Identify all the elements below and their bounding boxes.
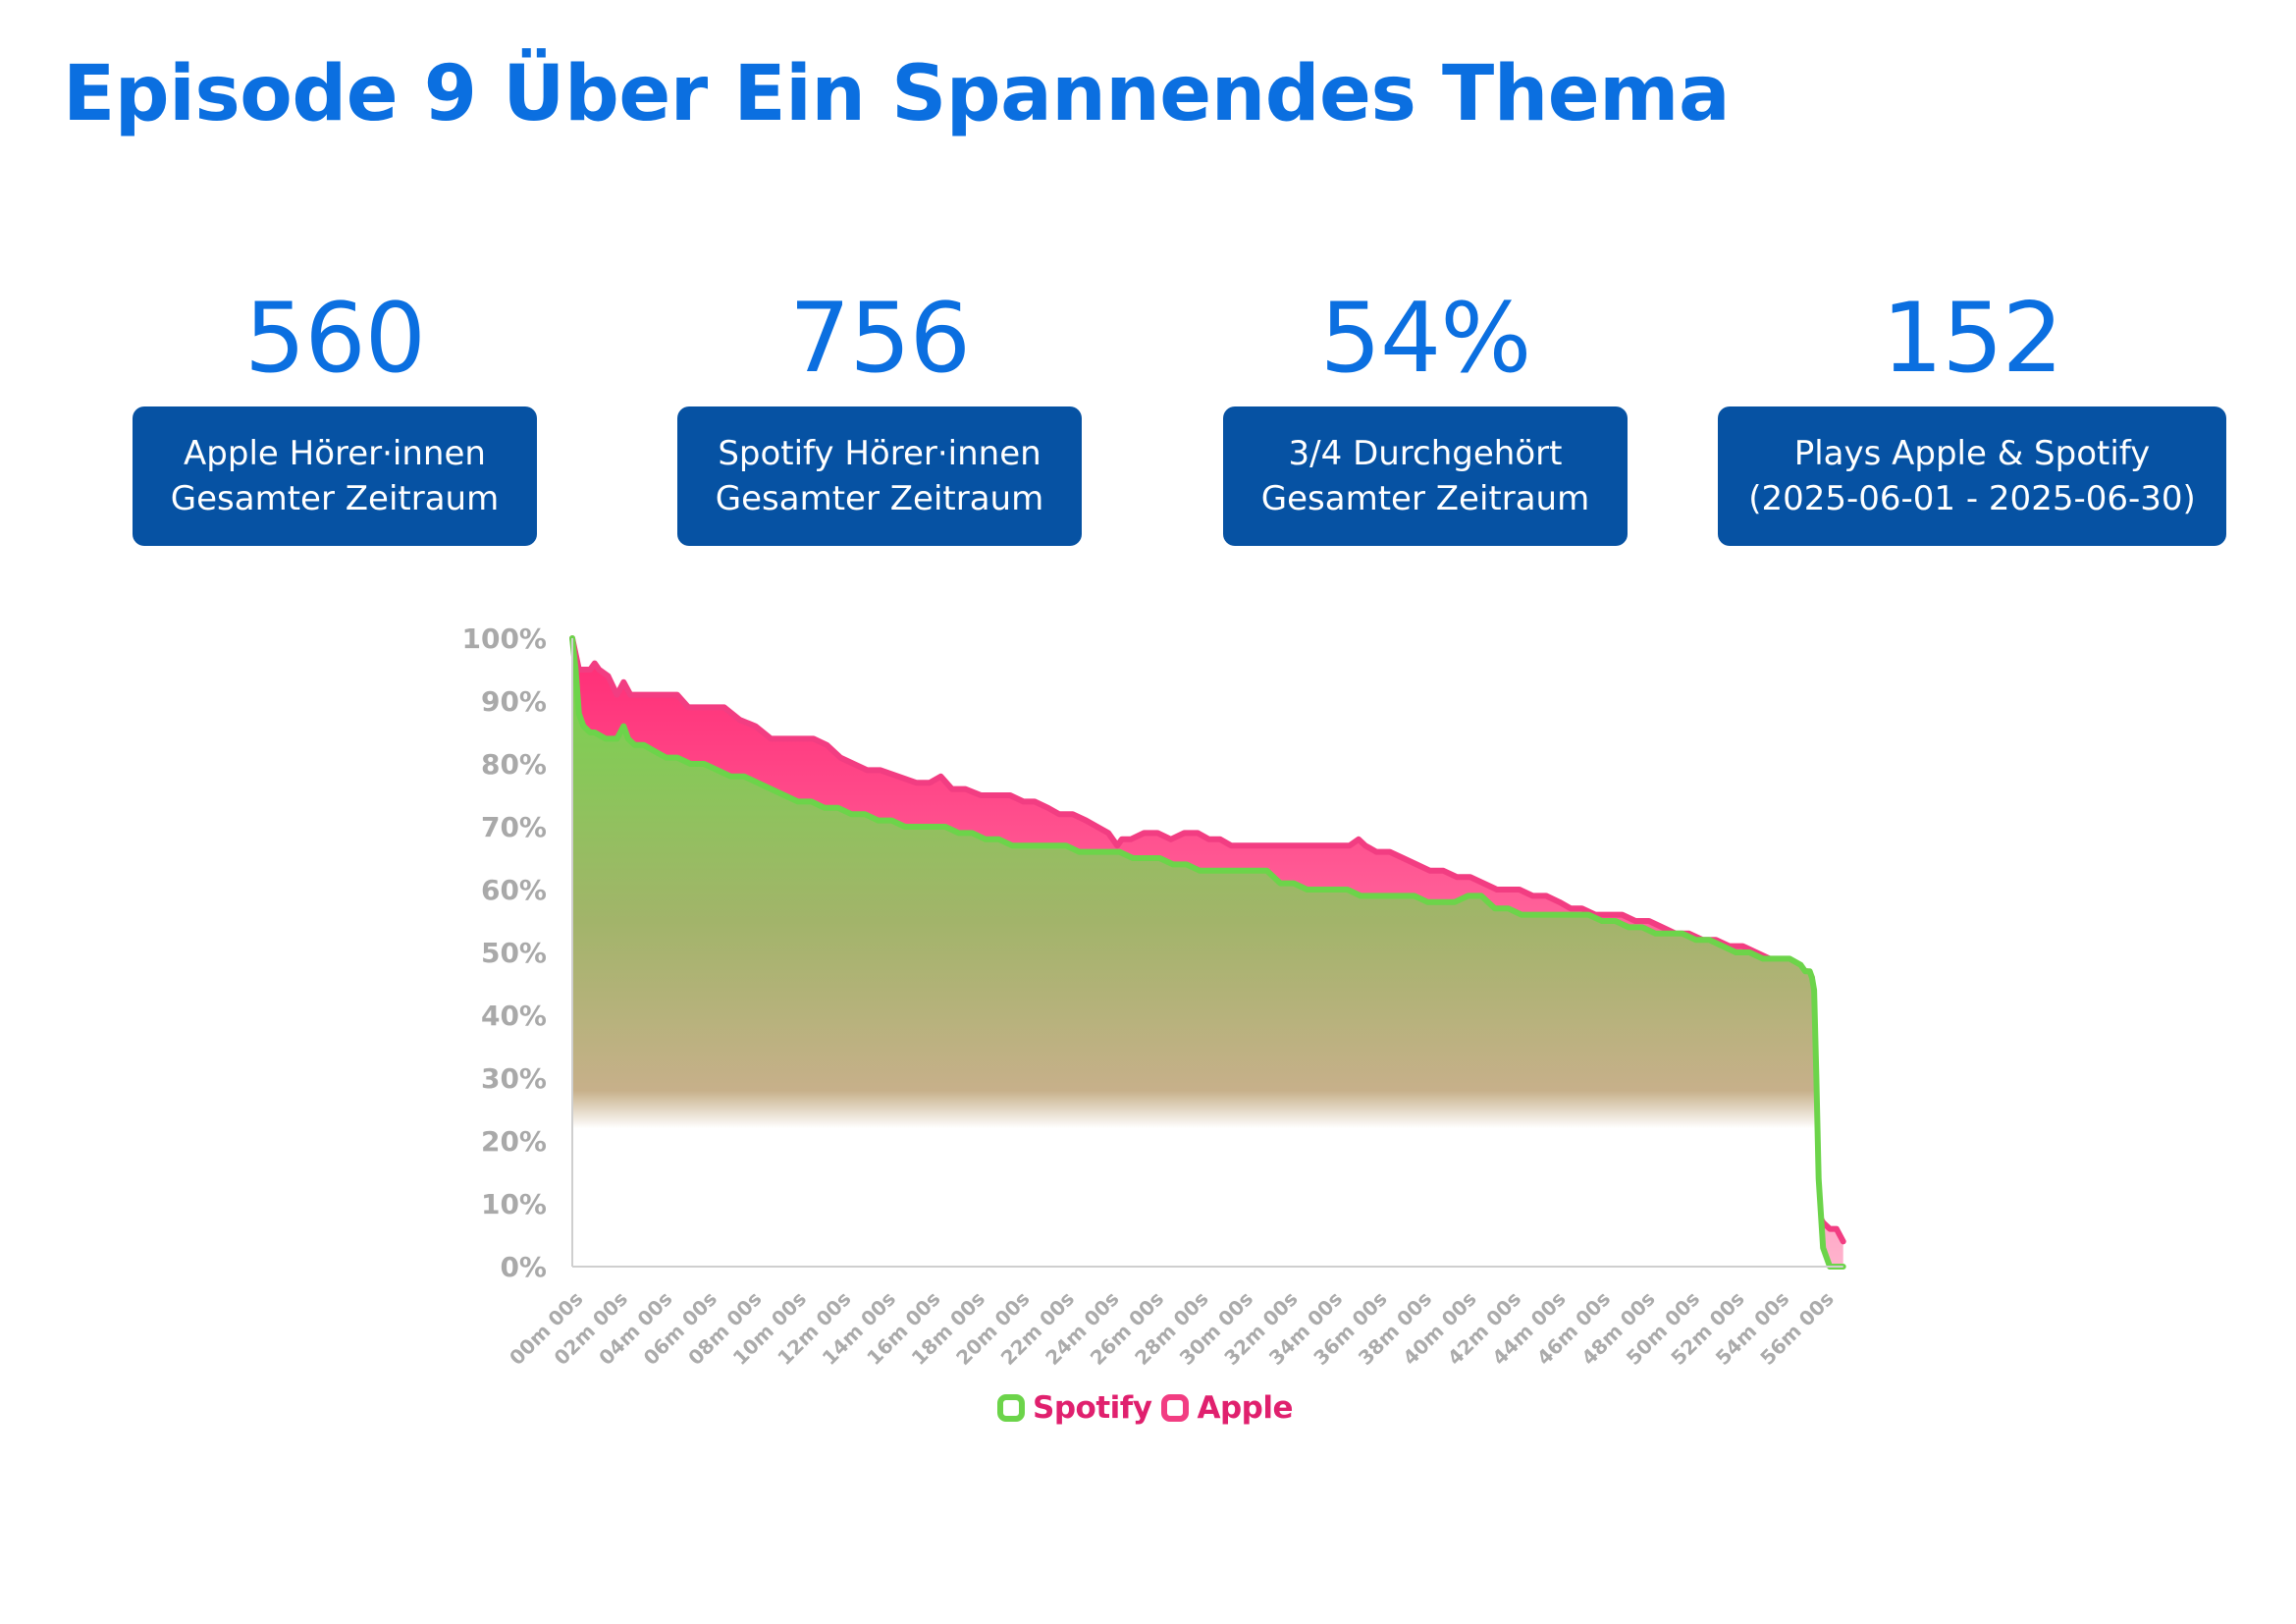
kpi-value: 54% bbox=[1319, 283, 1532, 395]
kpi-label-box: 3/4 Durchgehört Gesamter Zeitraum bbox=[1223, 406, 1628, 546]
legend-label-spotify: Spotify bbox=[1033, 1390, 1152, 1426]
kpi-apple-listeners: 560 Apple Hörer·innen Gesamter Zeitraum bbox=[133, 291, 537, 546]
y-tick-label: 70% bbox=[481, 811, 547, 843]
y-tick-label: 10% bbox=[481, 1188, 547, 1220]
kpi-spotify-listeners: 756 Spotify Hörer·innen Gesamter Zeitrau… bbox=[677, 291, 1082, 546]
series-line-apple bbox=[569, 635, 1846, 1245]
kpi-label-line: Gesamter Zeitraum bbox=[170, 479, 500, 518]
kpi-label-box: Apple Hörer·innen Gesamter Zeitraum bbox=[133, 406, 537, 546]
y-tick-label: 90% bbox=[481, 685, 547, 718]
kpi-value: 560 bbox=[243, 283, 426, 395]
y-tick-label: 50% bbox=[481, 937, 547, 969]
y-tick-label: 40% bbox=[481, 1000, 547, 1032]
y-tick-label: 60% bbox=[481, 874, 547, 906]
series-area-spotify bbox=[572, 638, 1843, 1267]
kpi-label-line: (2025-06-01 - 2025-06-30) bbox=[1748, 479, 2196, 518]
series-line-spotify bbox=[569, 635, 1846, 1270]
kpi-label-line: Gesamter Zeitraum bbox=[715, 479, 1044, 518]
kpi-label-line: Spotify Hörer·innen bbox=[718, 434, 1041, 473]
spotify-swatch-icon bbox=[997, 1394, 1025, 1422]
legend-item-spotify[interactable]: Spotify bbox=[997, 1390, 1152, 1426]
kpi-value: 756 bbox=[788, 283, 971, 395]
chart-legend: Spotify Apple bbox=[997, 1390, 1303, 1426]
page-title: Episode 9 Über Ein Spannendes Thema bbox=[63, 50, 1731, 138]
series-layer bbox=[569, 635, 1846, 1270]
kpi-label-box: Plays Apple & Spotify (2025-06-01 - 2025… bbox=[1718, 406, 2226, 546]
legend-item-apple[interactable]: Apple bbox=[1161, 1390, 1293, 1426]
y-tick-label: 80% bbox=[481, 748, 547, 781]
apple-swatch-icon bbox=[1161, 1394, 1190, 1422]
kpi-label-line: Plays Apple & Spotify bbox=[1793, 434, 2151, 473]
y-tick-label: 30% bbox=[481, 1062, 547, 1095]
kpi-completion-rate: 54% 3/4 Durchgehört Gesamter Zeitraum bbox=[1223, 291, 1628, 546]
kpi-label-line: Apple Hörer·innen bbox=[184, 434, 486, 473]
legend-label-apple: Apple bbox=[1197, 1390, 1293, 1426]
y-tick-label: 100% bbox=[461, 623, 547, 655]
y-tick-label: 0% bbox=[500, 1251, 547, 1283]
kpi-label-line: Gesamter Zeitraum bbox=[1260, 479, 1590, 518]
y-axis-labels: 0% 10% 20% 30% 40% 50% 60% 70% 80% 90% 100% bbox=[461, 623, 547, 1283]
kpi-total-plays: 152 Plays Apple & Spotify (2025-06-01 - … bbox=[1718, 291, 2226, 546]
kpi-value: 152 bbox=[1881, 283, 2063, 395]
kpi-label-line: 3/4 Durchgehört bbox=[1288, 434, 1563, 473]
y-tick-label: 20% bbox=[481, 1125, 547, 1158]
kpi-label-box: Spotify Hörer·innen Gesamter Zeitraum bbox=[677, 406, 1082, 546]
